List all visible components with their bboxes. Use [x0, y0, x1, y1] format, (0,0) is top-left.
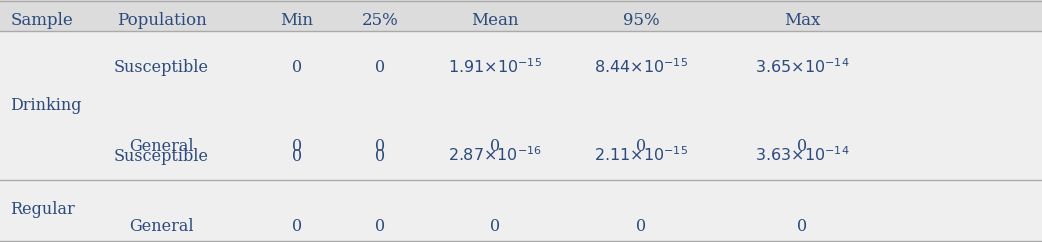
Text: Population: Population: [117, 12, 206, 29]
Text: Drinking: Drinking: [10, 97, 82, 114]
Text: $2.11{\times}10^{-15}$: $2.11{\times}10^{-15}$: [594, 147, 688, 166]
Text: 95%: 95%: [622, 12, 660, 29]
Text: General: General: [129, 218, 194, 235]
Text: 0: 0: [490, 138, 500, 155]
Text: Regular: Regular: [10, 201, 75, 218]
Text: 0: 0: [797, 138, 808, 155]
Text: Susceptible: Susceptible: [114, 148, 209, 165]
Text: 0: 0: [375, 59, 386, 76]
Text: Min: Min: [280, 12, 314, 29]
Text: $2.87{\times}10^{-16}$: $2.87{\times}10^{-16}$: [448, 147, 542, 166]
Text: 0: 0: [292, 138, 302, 155]
Text: Mean: Mean: [471, 12, 519, 29]
Text: 0: 0: [375, 148, 386, 165]
Text: 0: 0: [375, 138, 386, 155]
Text: Susceptible: Susceptible: [114, 59, 209, 76]
Text: General: General: [129, 138, 194, 155]
Text: 0: 0: [292, 59, 302, 76]
Text: Max: Max: [785, 12, 820, 29]
Text: 0: 0: [490, 218, 500, 235]
Text: $8.44{\times}10^{-15}$: $8.44{\times}10^{-15}$: [594, 58, 688, 77]
Text: 25%: 25%: [362, 12, 399, 29]
Text: 0: 0: [292, 218, 302, 235]
Text: 0: 0: [797, 218, 808, 235]
Text: 0: 0: [292, 148, 302, 165]
Text: 0: 0: [636, 138, 646, 155]
Text: 0: 0: [636, 218, 646, 235]
Text: Sample: Sample: [10, 12, 73, 29]
Text: $1.91{\times}10^{-15}$: $1.91{\times}10^{-15}$: [448, 58, 542, 77]
Text: $3.65{\times}10^{-14}$: $3.65{\times}10^{-14}$: [755, 58, 849, 77]
FancyBboxPatch shape: [0, 0, 1042, 31]
Text: 0: 0: [375, 218, 386, 235]
Text: $3.63{\times}10^{-14}$: $3.63{\times}10^{-14}$: [755, 147, 849, 166]
